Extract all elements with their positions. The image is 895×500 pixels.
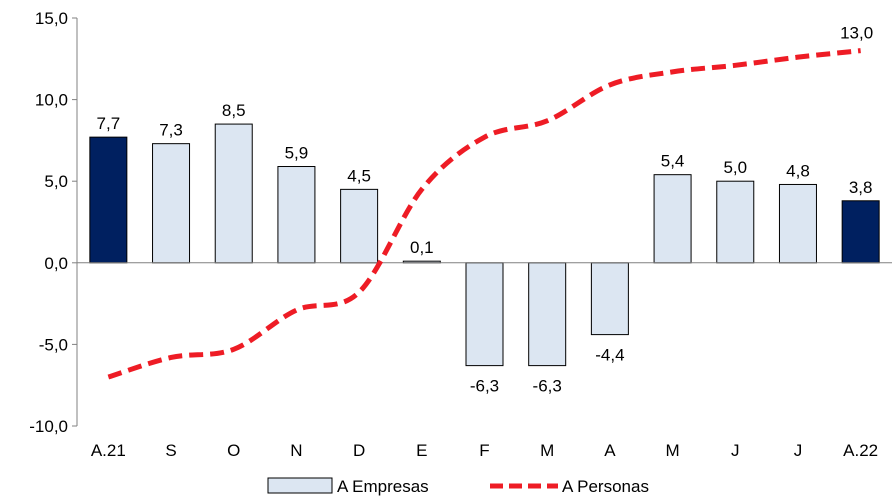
bar-3 xyxy=(277,166,316,264)
x-tick-label: M xyxy=(665,441,679,460)
x-tick-label: E xyxy=(416,441,427,460)
x-tick-label: J xyxy=(794,441,803,460)
bar-10 xyxy=(716,180,755,264)
x-tick-label: A.22 xyxy=(843,441,878,460)
x-tick-label: M xyxy=(540,441,554,460)
bar-9 xyxy=(653,174,692,264)
bar-0 xyxy=(89,136,128,264)
x-tick-label: F xyxy=(479,441,489,460)
x-tick-label: A xyxy=(604,441,616,460)
x-tick-label: D xyxy=(353,441,365,460)
legend-swatch-empresas xyxy=(267,477,333,494)
bar-data-label: 5,9 xyxy=(285,144,309,163)
personas-line xyxy=(107,48,861,380)
x-tick-label: N xyxy=(290,441,302,460)
line-end-label: 13,0 xyxy=(840,24,873,43)
x-tick-label: O xyxy=(227,441,240,460)
bar-data-label: 8,5 xyxy=(222,101,246,120)
y-tick-label: 15,0 xyxy=(35,9,68,28)
y-tick-label: -5,0 xyxy=(39,335,68,354)
bar-data-label: -4,4 xyxy=(595,346,624,365)
data-labels: 7,7 7,3 8,5 5,9 4,5 0,1 -6,3 -6,3 -4,4 5,4 5,0 4,8 3… xyxy=(97,24,874,396)
x-tick-label: J xyxy=(731,441,740,460)
bar-6 xyxy=(465,262,504,367)
bar-data-label: -6,3 xyxy=(533,377,562,396)
y-tick-label: 10,0 xyxy=(35,91,68,110)
y-tick-label: 5,0 xyxy=(44,172,68,191)
y-tick-label: -10,0 xyxy=(29,417,68,436)
x-tick-label: A.21 xyxy=(91,441,126,460)
bar-data-label: 3,8 xyxy=(849,178,873,197)
legend-label-personas: A Personas xyxy=(562,477,649,496)
bar-11 xyxy=(778,183,817,264)
bar-7 xyxy=(528,262,567,367)
legend-label-empresas: A Empresas xyxy=(337,477,429,496)
bar-data-label: 0,1 xyxy=(410,238,434,257)
x-tick-label: S xyxy=(165,441,176,460)
bar-data-label: 4,8 xyxy=(786,161,810,180)
bar-data-label: 7,7 xyxy=(97,114,121,133)
line-series-personas xyxy=(107,48,861,380)
bar-4 xyxy=(340,188,379,264)
x-axis: A.21 S O N D E F M A M J J A.22 xyxy=(91,441,878,460)
bar-2 xyxy=(214,123,253,264)
bar-data-label: 5,0 xyxy=(723,158,747,177)
bar-data-label: 7,3 xyxy=(159,121,183,140)
bar-8 xyxy=(590,262,629,336)
bar-12 xyxy=(841,200,880,264)
legend: A Empresas A Personas xyxy=(267,477,649,496)
bar-data-label: 5,4 xyxy=(661,152,685,171)
y-tick-label: 0,0 xyxy=(44,254,68,273)
y-axis: 15,0 10,0 5,0 0,0 -5,0 -10,0 xyxy=(29,9,78,436)
bar-data-label: 4,5 xyxy=(347,166,371,185)
bar-data-label: -6,3 xyxy=(470,377,499,396)
bar-1 xyxy=(152,143,191,264)
bar-series-empresas xyxy=(89,123,880,367)
